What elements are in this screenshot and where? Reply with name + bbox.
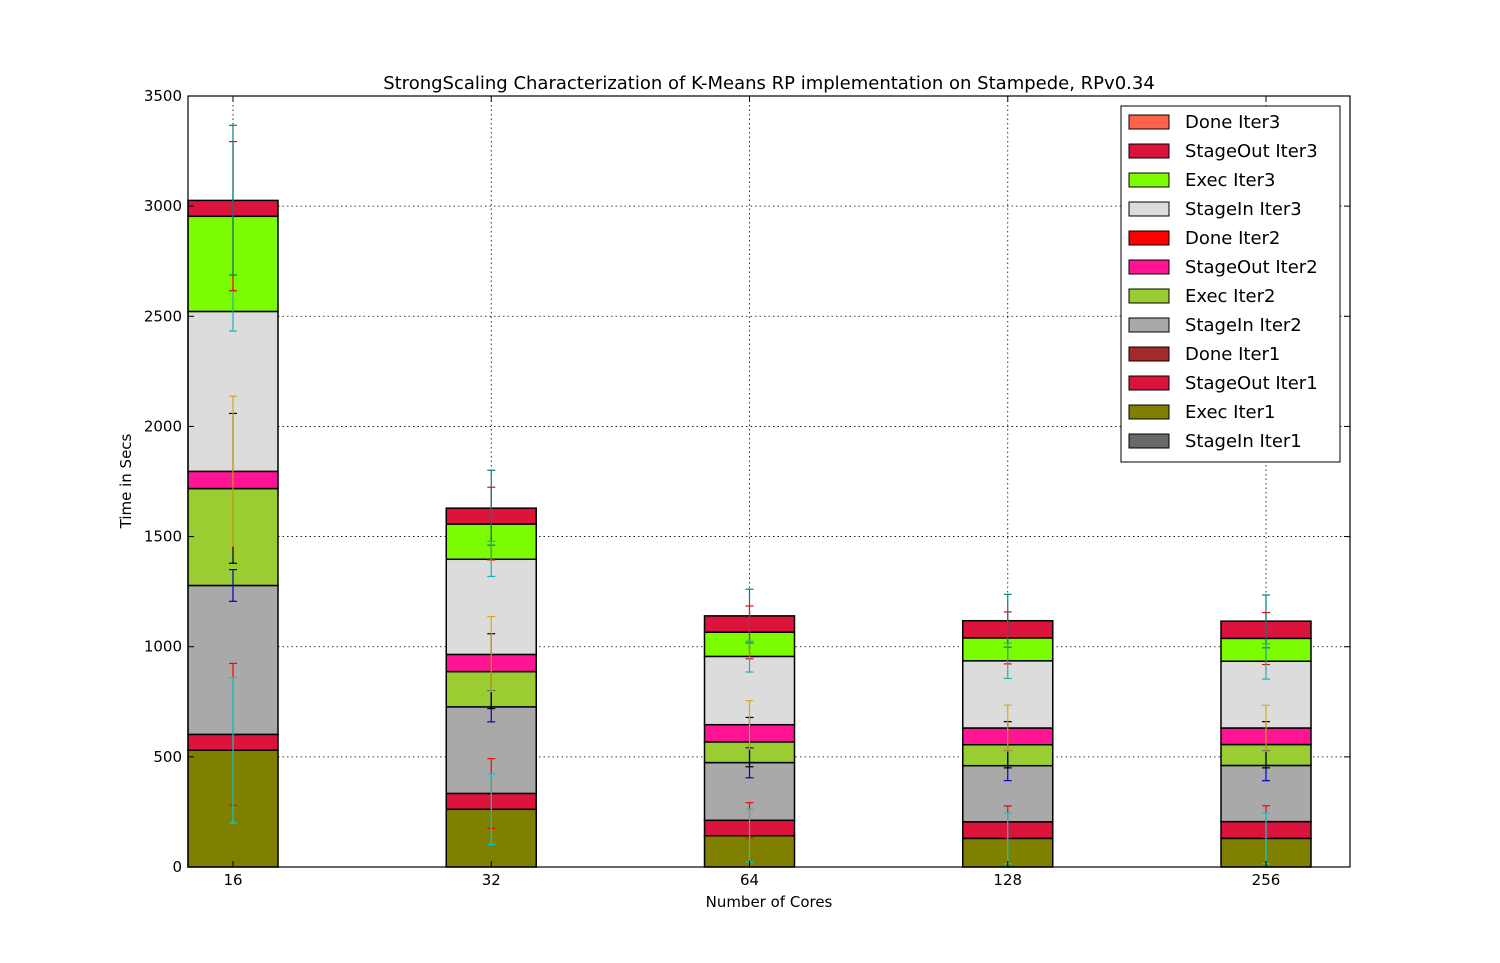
legend-item-1: StageOut Iter3 <box>1128 141 1318 162</box>
error-bar-3-128 <box>1003 704 1012 752</box>
legend-item-8: Done Iter1 <box>1128 344 1280 365</box>
legend-swatch <box>1128 375 1170 391</box>
legend-label: Exec Iter1 <box>1185 402 1275 423</box>
legend-item-7: StageIn Iter2 <box>1128 315 1302 336</box>
error-bar-5-16 <box>229 124 237 276</box>
legend-item-4: Done Iter2 <box>1128 228 1280 249</box>
legend-label: Exec Iter3 <box>1185 170 1275 191</box>
legend-label: Done Iter3 <box>1185 112 1280 133</box>
legend-swatch <box>1128 404 1170 420</box>
error-bar-6-64 <box>745 640 754 673</box>
x-tick-label-1: 32 <box>482 871 501 889</box>
y-tick-label-6: 3000 <box>144 197 182 215</box>
legend-label: Done Iter1 <box>1185 344 1280 365</box>
error-bar-6-128 <box>1003 642 1012 680</box>
x-tick-label-2: 64 <box>740 871 759 889</box>
error-bar-6-256 <box>1262 643 1270 680</box>
legend-label: StageIn Iter1 <box>1185 431 1302 452</box>
y-tick-label-0: 0 <box>172 858 182 876</box>
error-bar-3-64 <box>745 700 754 750</box>
legend-label: StageOut Iter1 <box>1185 373 1318 394</box>
x-tick-label-3: 128 <box>993 871 1022 889</box>
y-tick-label-1: 500 <box>153 748 182 766</box>
legend-item-5: StageOut Iter2 <box>1128 257 1318 278</box>
error-bar-3-256 <box>1262 704 1270 752</box>
legend-item-9: StageOut Iter1 <box>1128 373 1318 394</box>
x-tick-label-0: 16 <box>223 871 242 889</box>
error-bar-3-16 <box>229 395 237 547</box>
error-bar-3-32 <box>487 615 496 693</box>
legend-label: StageOut Iter2 <box>1185 257 1318 278</box>
error-bars <box>229 124 1270 865</box>
error-bar-7-16 <box>229 676 237 824</box>
error-bar-6-16 <box>229 290 237 332</box>
plot-frame <box>187 95 1351 868</box>
legend-swatch <box>1128 433 1170 449</box>
legend-swatch <box>1128 114 1170 130</box>
legend-box <box>1120 105 1341 463</box>
legend-swatch <box>1128 230 1170 246</box>
legend-swatch <box>1128 201 1170 217</box>
chart-title: StrongScaling Characterization of K-Mean… <box>383 73 1155 94</box>
legend-swatch <box>1128 143 1170 159</box>
x-axis-label: Number of Cores <box>706 893 833 911</box>
legend-item-0: Done Iter3 <box>1128 112 1280 133</box>
legend-swatch <box>1128 259 1170 275</box>
legend-item-2: Exec Iter3 <box>1128 170 1275 191</box>
y-tick-label-5: 2500 <box>144 307 182 325</box>
legend-item-10: Exec Iter1 <box>1128 402 1275 423</box>
legend-label: Exec Iter2 <box>1185 286 1275 307</box>
error-bar-7-32 <box>487 773 496 846</box>
y-tick-label-3: 1500 <box>144 528 182 546</box>
legend-label: Done Iter2 <box>1185 228 1280 249</box>
error-bar-0-16 <box>229 569 237 602</box>
legend: Done Iter3 StageOut Iter3 Exec Iter3 StageI… <box>1120 105 1341 463</box>
y-tick-label-2: 1000 <box>144 638 182 656</box>
y-axis-label: Time in Secs <box>117 433 135 529</box>
legend-swatch <box>1128 317 1170 333</box>
axes: 0 500 1000 1500 2000 2500 3000 3500 16 32 64 128 256 <box>144 87 1351 889</box>
y-tick-label-7: 3500 <box>144 87 182 105</box>
legend-item-3: StageIn Iter3 <box>1128 199 1302 220</box>
legend-label: StageIn Iter3 <box>1185 199 1302 220</box>
legend-item-11: StageIn Iter1 <box>1128 431 1302 452</box>
legend-item-6: Exec Iter2 <box>1128 286 1275 307</box>
legend-label: StageIn Iter2 <box>1185 315 1302 336</box>
x-tick-label-4: 256 <box>1252 871 1281 889</box>
legend-swatch <box>1128 288 1170 304</box>
y-tick-label-4: 2000 <box>144 417 182 435</box>
legend-swatch <box>1128 346 1170 362</box>
legend-swatch <box>1128 172 1170 188</box>
legend-label: StageOut Iter3 <box>1185 141 1318 162</box>
error-bar-6-32 <box>487 540 496 578</box>
